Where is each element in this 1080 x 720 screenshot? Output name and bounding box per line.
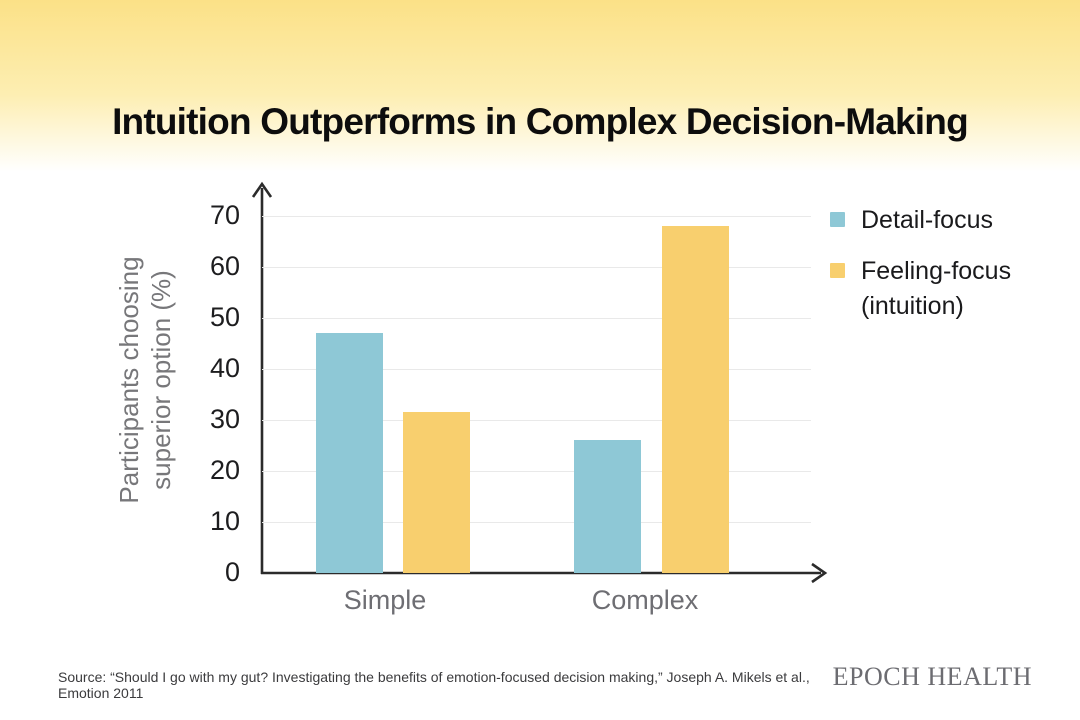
y-tick-label: 50 [209, 302, 240, 332]
x-category-label-complex: Complex [591, 585, 699, 615]
y-tick-label: 0 [224, 557, 240, 587]
legend-item: Detail-focus [830, 203, 1060, 238]
gridline [262, 318, 811, 319]
y-tick-label: 40 [209, 353, 240, 383]
legend-swatch-icon [830, 263, 845, 278]
y-tick-label: 60 [209, 251, 240, 281]
x-axis-arrow-icon [811, 562, 828, 584]
legend-label: Detail-focus [861, 206, 993, 234]
chart-title: Intuition Outperforms in Complex Decisio… [112, 100, 969, 142]
gridline [262, 471, 811, 472]
legend-label: Feeling-focus (intuition) [861, 257, 1012, 320]
legend-item: Feeling-focus (intuition) [830, 254, 1060, 324]
gridline [262, 369, 811, 370]
axes [251, 181, 828, 584]
header-gradient-band [0, 0, 1080, 172]
gridline [262, 267, 811, 268]
x-category-label-simple: Simple [343, 585, 427, 615]
bar-complex-feeling [662, 226, 729, 573]
gridline [262, 216, 811, 217]
legend: Detail-focus Feeling-focus (intuition) [830, 203, 1060, 340]
legend-swatch-icon [830, 212, 845, 227]
y-tick-label: 10 [209, 506, 240, 536]
bar-complex-detail [574, 440, 641, 573]
y-tick-label: 70 [209, 200, 240, 230]
bar-simple-feeling [403, 412, 470, 573]
y-axis-arrow-icon [251, 181, 273, 198]
source-citation: Source: “Should I go with my gut? Invest… [58, 669, 810, 701]
gridline [262, 522, 811, 523]
y-axis-ticks: 0 10 20 30 40 50 60 70 [168, 200, 240, 606]
gridline [262, 420, 811, 421]
y-tick-label: 20 [209, 455, 240, 485]
y-axis-title-line-1: Participants choosing [114, 256, 144, 504]
brand-logo: EPOCH HEALTH [832, 662, 1032, 691]
y-tick-label: 30 [209, 404, 240, 434]
bar-simple-detail [316, 333, 383, 573]
plot-area [262, 216, 811, 573]
